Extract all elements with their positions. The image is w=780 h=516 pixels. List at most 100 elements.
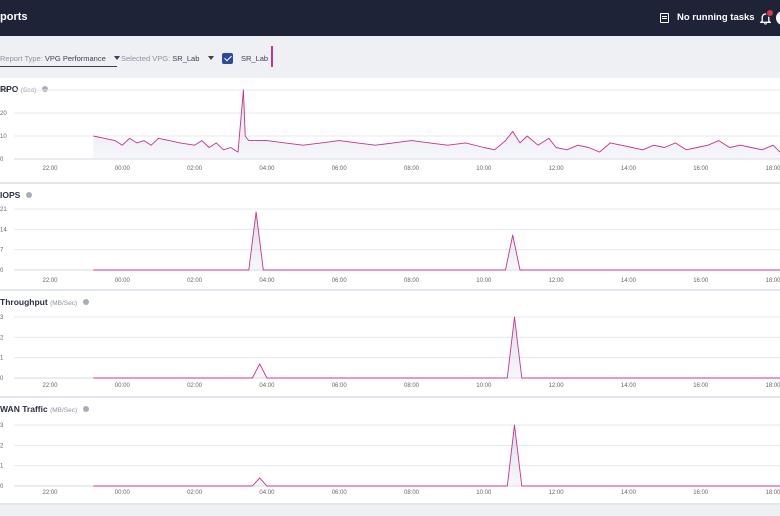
x-tick-label: 14:00	[621, 166, 637, 172]
throughput-panel: Throughput (MB/Sec) 3 2 1 0 22:00 00:00 02:00 0…	[0, 291, 780, 398]
y-tick-label: 0	[0, 484, 4, 490]
x-tick-label: 22:00	[42, 383, 58, 389]
x-tick-label: 12:00	[549, 166, 565, 172]
rpo-chart[interactable]: 30 20 10 0 22:00 00:00 02:00 04:00 06:00 08:00 10:…	[0, 78, 780, 182]
x-tick-label: 10:00	[476, 490, 492, 496]
wan-traffic-title: WAN Traffic	[0, 404, 48, 414]
chevron-down-icon	[113, 56, 120, 60]
x-tick-label: 02:00	[187, 490, 203, 496]
x-tick-label: 22:00	[42, 166, 58, 172]
rpo-panel: RPO (Sec) 302010022:0000:0002:0004:0006:…	[0, 78, 780, 184]
x-tick-label: 16:00	[693, 278, 709, 284]
x-tick-label: 10:00	[476, 278, 492, 284]
series-line[interactable]	[93, 89, 780, 153]
x-tick-label: 10:00	[476, 383, 492, 389]
x-tick-label: 02:00	[187, 278, 203, 284]
y-tick-label: 0	[0, 376, 4, 382]
x-tick-label: 04:00	[259, 383, 275, 389]
tasks-icon	[660, 12, 669, 23]
x-tick-label: 08:00	[404, 166, 420, 172]
x-tick-label: 22:00	[42, 278, 58, 284]
x-tick-label: 14:00	[621, 278, 637, 284]
series-line[interactable]	[93, 316, 780, 379]
x-tick-label: 00:00	[115, 166, 131, 172]
x-tick-label: 18:00	[765, 490, 780, 496]
y-tick-label: 14	[0, 227, 7, 233]
x-tick-label: 12:00	[549, 383, 565, 389]
y-tick-label: 10	[0, 134, 7, 140]
page-title: ports	[0, 11, 28, 23]
x-tick-label: 18:00	[765, 383, 780, 389]
iops-panel: IOPS 21 14 7 0 22:00 00:00 02:00 04:00 06:00 08:0…	[0, 184, 780, 291]
iops-chart[interactable]: 21 14 7 0 22:00 00:00 02:00 04:00 06:00 08:00 10:0…	[0, 184, 780, 289]
throughput-unit: (MB/Sec)	[50, 300, 78, 307]
y-tick-label: 2	[0, 443, 4, 449]
help-icon[interactable]	[82, 406, 89, 412]
report-type-label: Report Type:	[0, 54, 43, 63]
x-tick-label: 08:00	[404, 383, 420, 389]
y-tick-label: 21	[0, 207, 7, 213]
series-area	[93, 90, 780, 159]
x-tick-label: 16:00	[693, 166, 709, 172]
user-avatar[interactable]	[776, 11, 780, 25]
selected-vpg-dropdown[interactable]: Selected VPG: SR_Lab	[121, 54, 214, 63]
rpo-title: RPO	[0, 84, 19, 94]
notification-badge	[766, 9, 774, 17]
selected-vpg-label: Selected VPG:	[121, 54, 171, 63]
running-tasks-button[interactable]: No running tasks	[660, 12, 755, 23]
y-tick-label: 1	[0, 464, 4, 470]
report-type-value: VPG Performance	[44, 54, 106, 63]
throughput-title: Throughput	[0, 297, 48, 307]
x-tick-label: 18:00	[765, 278, 780, 284]
chevron-down-icon	[207, 56, 214, 60]
wan-traffic-panel: WAN Traffic (MB/Sec) 3 2 1 0 22:00 00:00 02:00…	[0, 398, 780, 505]
wan-traffic-unit: (MB/Sec)	[50, 407, 78, 414]
wan-traffic-chart[interactable]: 3 2 1 0 22:00 00:00 02:00 04:00 06:00 08:00 10:00 1…	[0, 398, 780, 503]
running-tasks-label: No running tasks	[677, 12, 755, 23]
notifications-button[interactable]	[759, 9, 774, 30]
x-tick-label: 22:00	[42, 490, 58, 496]
x-tick-label: 00:00	[115, 383, 131, 389]
y-tick-label: 2	[0, 335, 4, 341]
x-tick-label: 16:00	[693, 383, 709, 389]
help-icon[interactable]	[82, 299, 89, 305]
bottom-bar	[0, 505, 780, 516]
x-tick-label: 06:00	[332, 278, 348, 284]
x-tick-label: 06:00	[332, 166, 348, 172]
x-tick-label: 06:00	[332, 490, 348, 496]
y-tick-label: 3	[0, 315, 4, 321]
series-area	[93, 317, 780, 378]
x-tick-label: 18:00	[765, 166, 780, 172]
x-tick-label: 02:00	[187, 383, 203, 389]
x-tick-label: 04:00	[259, 278, 275, 284]
x-tick-label: 08:00	[404, 278, 420, 284]
throughput-chart[interactable]: 3 2 1 0 22:00 00:00 02:00 04:00 06:00 08:00 10:00 1…	[0, 291, 780, 396]
x-tick-label: 16:00	[693, 490, 709, 496]
vpg-checkbox[interactable]	[222, 53, 233, 64]
x-tick-label: 14:00	[621, 383, 637, 389]
y-tick-label: 1	[0, 356, 4, 362]
selected-vpg-value: SR_Lab	[172, 54, 200, 63]
y-tick-label: 20	[0, 111, 7, 117]
vpg-checkbox-label: SR_Lab	[241, 54, 269, 63]
series-color-marker	[271, 46, 273, 67]
top-bar: ports No running tasks	[0, 0, 780, 36]
x-tick-label: 08:00	[404, 490, 420, 496]
x-tick-label: 06:00	[332, 383, 348, 389]
series-line[interactable]	[93, 424, 780, 487]
series-area	[93, 211, 780, 270]
x-tick-label: 04:00	[259, 166, 275, 172]
help-icon[interactable]	[41, 86, 48, 92]
iops-title: IOPS	[0, 190, 21, 200]
filter-bar: Report Type: VPG Performance Selected VP…	[0, 36, 780, 78]
x-tick-label: 02:00	[187, 166, 203, 172]
x-tick-label: 12:00	[549, 278, 565, 284]
y-tick-label: 3	[0, 423, 4, 429]
series-area	[93, 425, 780, 486]
x-tick-label: 04:00	[259, 490, 275, 496]
help-icon[interactable]	[25, 192, 32, 198]
series-line[interactable]	[93, 211, 780, 271]
x-tick-label: 14:00	[621, 490, 637, 496]
x-tick-label: 00:00	[115, 278, 131, 284]
report-type-dropdown[interactable]: Report Type: VPG Performance	[0, 54, 120, 67]
